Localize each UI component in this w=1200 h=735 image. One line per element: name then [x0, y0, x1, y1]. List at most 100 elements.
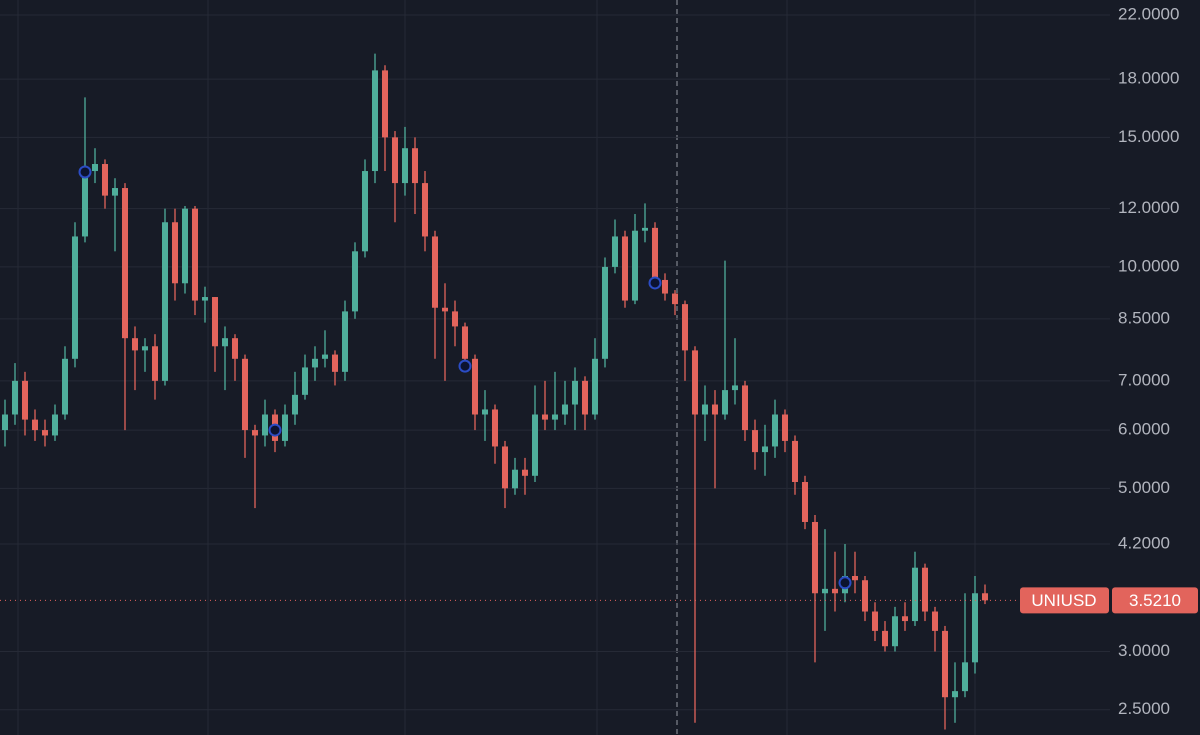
plot: 22.0000 18.0000 15.0000 12.0000 10.0000 8.500… [0, 5, 1198, 730]
candle-body [532, 414, 538, 476]
candle-body [372, 70, 378, 172]
candle-body [352, 251, 358, 312]
candle-body [422, 183, 428, 237]
candle-body [972, 593, 978, 663]
symbol-label: UNIUSD [1031, 591, 1096, 610]
candle-body [232, 338, 238, 359]
candle-body [122, 188, 128, 339]
candle-body [302, 367, 308, 395]
y-tick-label: 4.2000 [1118, 534, 1170, 553]
y-tick-label: 5.0000 [1118, 478, 1170, 497]
candle-body [932, 611, 938, 631]
candle-body [672, 293, 678, 305]
candle-body [612, 236, 618, 267]
candle-body [692, 350, 698, 415]
candle-body [442, 307, 448, 312]
candle-body [902, 616, 908, 622]
candle-body [792, 440, 798, 483]
last-price-label: 3.5210 [1129, 591, 1181, 610]
candle-body [282, 414, 288, 441]
symbol-badge [1020, 587, 1109, 614]
candle-body [562, 404, 568, 415]
candle-body [102, 164, 108, 196]
candle-body [502, 446, 508, 489]
candle-body [12, 380, 18, 415]
candle-body [22, 380, 28, 420]
candle-body [662, 279, 668, 294]
candle-body [832, 588, 838, 594]
candle-body [252, 430, 258, 436]
candle-body [762, 446, 768, 453]
candle-body [812, 521, 818, 594]
candle-body [242, 358, 248, 431]
candle-body [182, 208, 188, 284]
candle-body [492, 409, 498, 447]
candle-body [942, 630, 948, 698]
y-tick-label: 18.0000 [1118, 69, 1179, 88]
price-badge [1112, 587, 1198, 614]
candle-body [42, 430, 48, 436]
candle-body [542, 414, 548, 420]
candle-body [472, 358, 478, 415]
candle-body [642, 227, 648, 231]
candle-body [482, 409, 488, 415]
candle-body [62, 358, 68, 415]
candle-body [212, 297, 218, 347]
y-tick-label: 15.0000 [1118, 127, 1179, 146]
candle-body [152, 346, 158, 381]
candle-body [862, 580, 868, 612]
marker [458, 359, 472, 373]
marker [648, 276, 662, 290]
candle-body [192, 208, 198, 301]
candle-body [142, 346, 148, 351]
candle-body [32, 419, 38, 431]
marker [78, 165, 92, 179]
candle-body [392, 137, 398, 184]
candle-body [332, 354, 338, 372]
y-tick-label: 8.5000 [1118, 308, 1170, 327]
candle-body [732, 385, 738, 391]
vertical-grid [17, 0, 976, 735]
candle-body [522, 469, 528, 476]
candle-body [342, 311, 348, 372]
candle-body [82, 171, 88, 237]
candle-body [382, 70, 388, 138]
candle-body [162, 222, 168, 381]
candle-body [582, 380, 588, 415]
candle-body [592, 358, 598, 415]
candle-body [922, 567, 928, 612]
candle-body [412, 148, 418, 184]
y-tick-label: 12.0000 [1118, 198, 1179, 217]
candle-body [262, 414, 268, 436]
candle-body [952, 691, 958, 698]
candle-body [772, 414, 778, 447]
y-tick-label: 10.0000 [1118, 256, 1179, 275]
candle-body [872, 611, 878, 631]
candle-body [362, 171, 368, 252]
candle-body [802, 482, 808, 522]
y-tick-label: 7.0000 [1118, 370, 1170, 389]
candle-body [292, 394, 298, 415]
y-tick-label: 3.0000 [1118, 641, 1170, 660]
candle-body [652, 227, 658, 280]
candle-body [822, 588, 828, 594]
candle-body [432, 236, 438, 308]
candle-body [622, 236, 628, 301]
y-tick-label: 22.0000 [1118, 5, 1179, 24]
candle-body [712, 404, 718, 415]
candle-body [112, 188, 118, 196]
candle-body [402, 148, 408, 184]
candle-body [682, 304, 688, 351]
candle-body [752, 430, 758, 453]
candle-body [632, 230, 638, 301]
candle-body [72, 236, 78, 359]
candle-body [982, 593, 988, 601]
candle-body [132, 338, 138, 351]
y-tick-label: 2.5000 [1118, 699, 1170, 718]
candle-body [882, 630, 888, 647]
candle-body [702, 404, 708, 415]
candle-body [962, 662, 968, 692]
